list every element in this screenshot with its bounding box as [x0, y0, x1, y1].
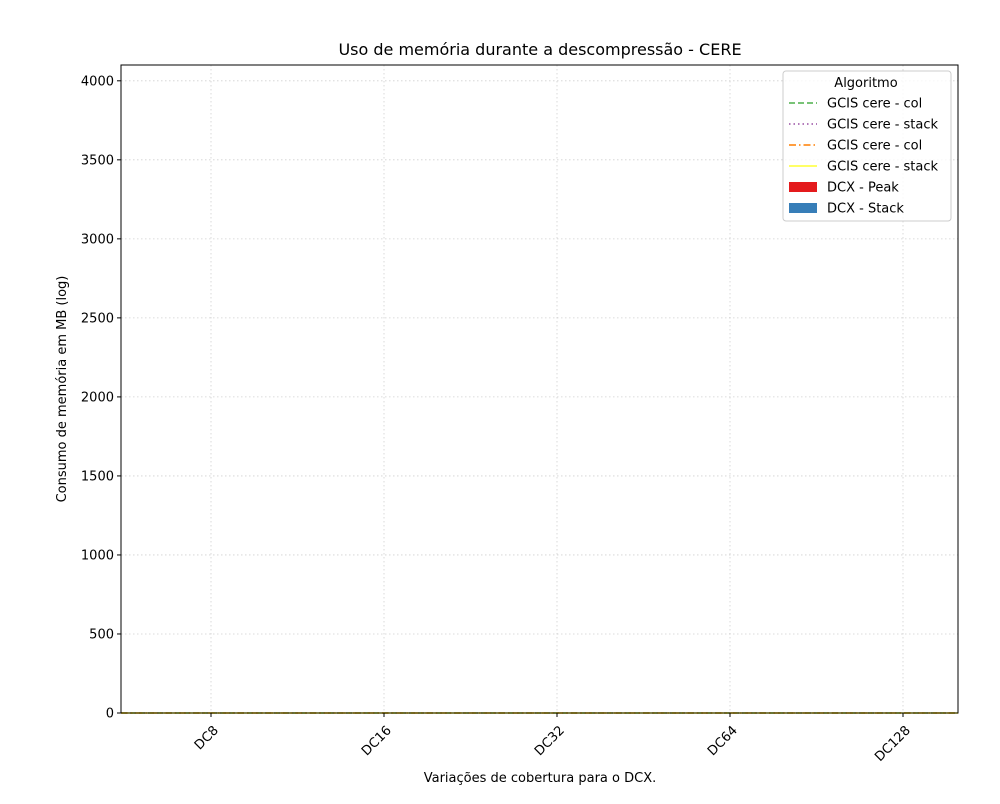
- y-tick-label: 2000: [81, 390, 114, 405]
- grid-layer: [121, 65, 958, 714]
- y-axis-ticks: 0 500 1000 1500 2000 2500 3000 3500 4000: [81, 74, 121, 722]
- y-tick-label: 0: [106, 707, 114, 722]
- legend-label: GCIS cere - col: [827, 97, 922, 112]
- legend-swatch: [789, 203, 817, 213]
- y-tick-label: 500: [89, 627, 114, 642]
- chart-title: Uso de memória durante a descompressão -…: [338, 40, 741, 59]
- legend-entry: GCIS cere - col: [789, 139, 922, 154]
- legend-entry: GCIS cere - stack: [789, 118, 939, 133]
- y-tick-label: 2500: [81, 311, 114, 326]
- legend-entry: DCX - Peak: [789, 181, 899, 196]
- y-tick-label: 3000: [81, 232, 114, 247]
- legend-label: GCIS cere - col: [827, 139, 922, 154]
- y-tick-label: 3500: [81, 153, 114, 168]
- y-tick-label: 1500: [81, 469, 114, 484]
- legend-label: GCIS cere - stack: [827, 160, 939, 175]
- legend-entry: DCX - Stack: [789, 202, 904, 217]
- legend-label: DCX - Peak: [827, 181, 899, 196]
- legend-label: DCX - Stack: [827, 202, 904, 217]
- y-axis-label: Consumo de memória em MB (log): [55, 276, 70, 503]
- legend-label: GCIS cere - stack: [827, 118, 939, 133]
- y-tick-label: 4000: [81, 74, 114, 89]
- legend-entry: GCIS cere - col: [789, 97, 922, 112]
- legend-box: [782, 70, 952, 222]
- x-axis-label: Variações de cobertura para o DCX.: [424, 771, 657, 786]
- legend-swatch: [789, 182, 817, 192]
- legend: Algoritmo GCIS cere - col GCIS cere - sta…: [782, 70, 952, 222]
- legend-title: Algoritmo: [834, 76, 897, 91]
- plot-frame: [120, 64, 959, 714]
- legend-entry: GCIS cere - stack: [789, 160, 939, 175]
- legend-entries: GCIS cere - col GCIS cere - stack GCIS cer…: [789, 97, 939, 217]
- y-tick-label: 1000: [81, 548, 114, 563]
